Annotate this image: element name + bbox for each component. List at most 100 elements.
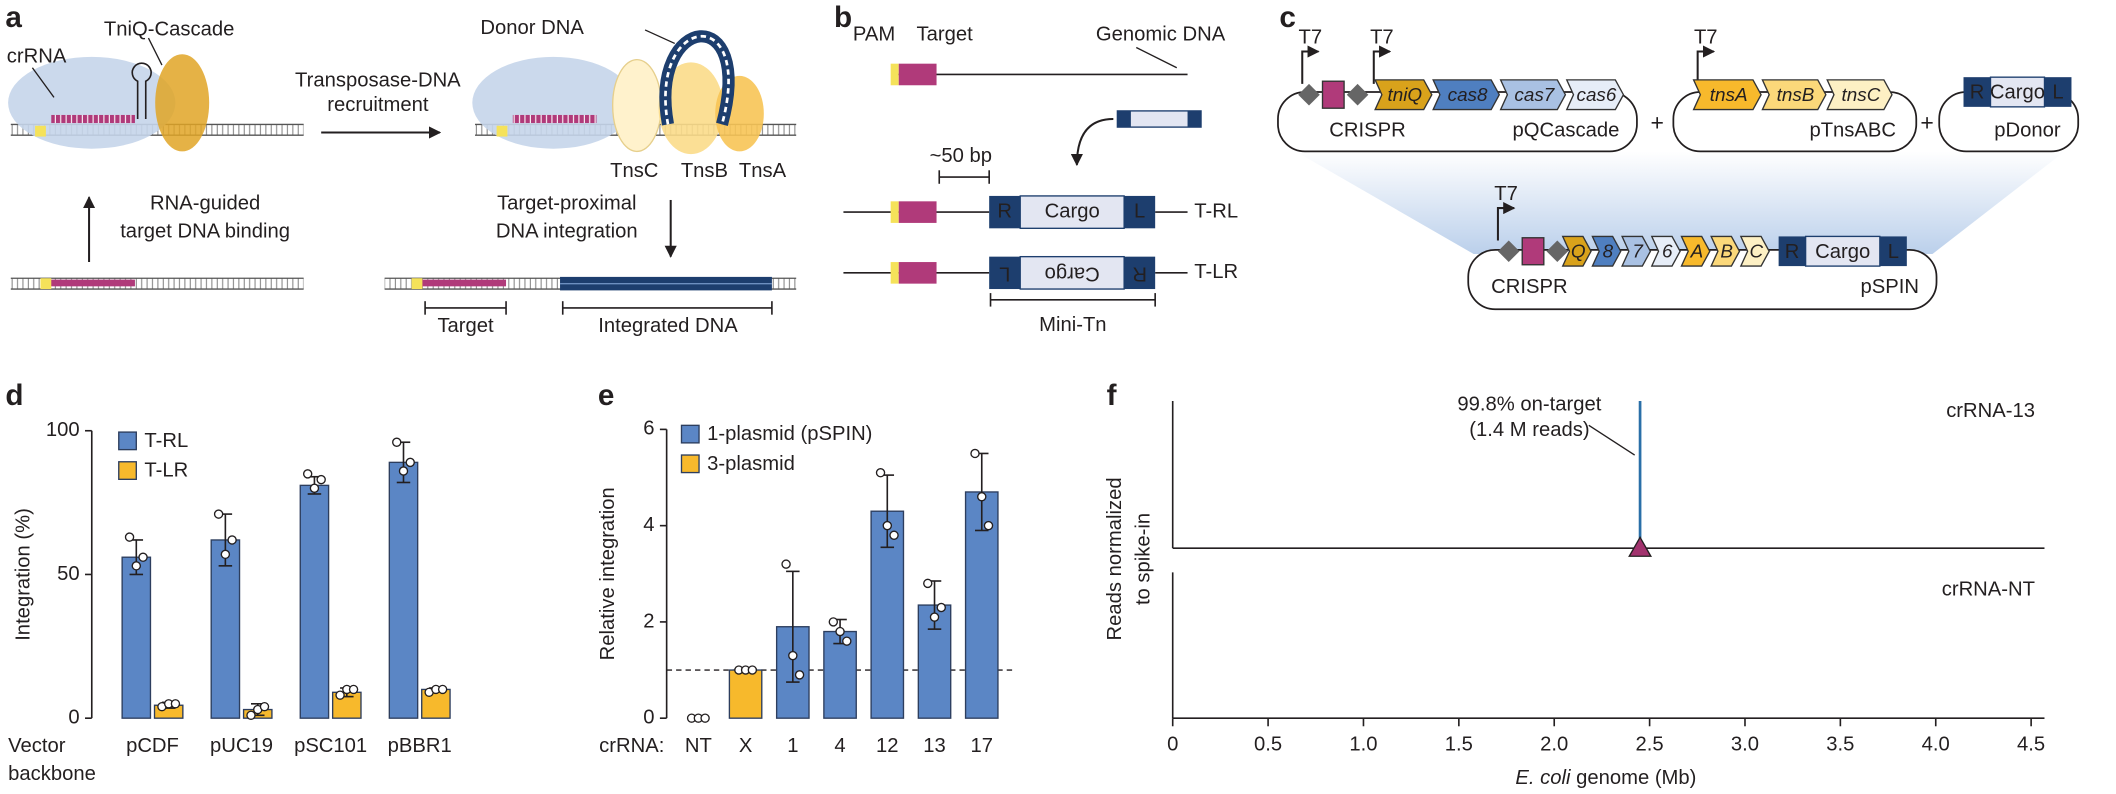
label: Donor DNA (480, 17, 584, 39)
replicate-point (138, 552, 148, 562)
gene-label: tnsC (1842, 85, 1881, 106)
panel-label: f (1107, 379, 1117, 412)
gene (1692, 79, 1762, 111)
label: CRISPR (1491, 276, 1567, 298)
pam (890, 201, 899, 223)
legend-swatch (680, 454, 700, 474)
y-tick-label: 0 (643, 707, 654, 729)
promoter-label: T7 (1494, 183, 1518, 205)
pam (890, 63, 899, 86)
replicate-point (348, 684, 359, 695)
transposon-end (989, 256, 1021, 290)
end-label: L (1888, 241, 1899, 263)
transposon-end (1124, 195, 1156, 229)
transposon-end (2044, 77, 2072, 107)
cargo-label: Cargo (1045, 263, 1100, 285)
crrna-hairpin (131, 62, 152, 120)
label: Target (437, 315, 494, 337)
spacer (1521, 237, 1545, 266)
y-axis-label-line: to spike-in (1133, 513, 1155, 605)
product-label: T-LR (1194, 261, 1238, 283)
y-axis-label: Relative integration (597, 487, 619, 660)
label: Mini-Tn (1039, 314, 1106, 336)
replicate-point (842, 636, 852, 646)
replicate-point (788, 650, 798, 661)
gene (1761, 79, 1827, 111)
label: pTnsABC (1809, 119, 1896, 141)
replicate-point (309, 483, 320, 493)
gene-label: A (1690, 242, 1704, 263)
panel-label: a (5, 1, 22, 34)
annotation: 99.8% on-target (1457, 393, 1601, 415)
replicate-point (405, 457, 415, 468)
x-tick-label: pSC101 (294, 735, 367, 757)
x-tick-label: NT (685, 735, 712, 757)
replicate-point (170, 699, 181, 709)
replicate-point (781, 559, 791, 569)
bar (388, 461, 419, 719)
x-tick-label: 1.5 (1445, 734, 1473, 756)
replicate-point (437, 684, 448, 695)
transposon-end (1124, 256, 1156, 290)
leader (31, 67, 55, 98)
product-label: T-RL (1194, 200, 1238, 222)
pam (35, 125, 46, 137)
label: TnsB (681, 160, 728, 182)
x-tick-label: 4.0 (1922, 734, 1950, 756)
replicate-point (302, 469, 313, 479)
x-tick-label: X (739, 735, 753, 757)
spacer (1321, 80, 1345, 109)
replicate-point (970, 448, 980, 459)
y-tick-label: 4 (643, 514, 654, 536)
cargo-label: Cargo (1990, 82, 2045, 104)
replicate-point (983, 520, 994, 531)
target-site (47, 279, 135, 287)
target-site (898, 63, 937, 86)
leader (1135, 46, 1178, 69)
replicate-point (700, 713, 710, 723)
bar (823, 630, 857, 719)
end-label: L (1134, 200, 1145, 222)
x-axis-label: crRNA: (599, 735, 664, 757)
gene (1710, 235, 1741, 267)
legend-label: 3-plasmid (707, 453, 795, 475)
x-tick-label: 0.5 (1254, 734, 1282, 756)
target-site (898, 262, 937, 284)
x-tick-label: 1.0 (1349, 734, 1377, 756)
y-axis-label: Reads normalized to spike-in (1104, 477, 1154, 640)
x-tick-label: 13 (923, 735, 946, 757)
end-label: R (1132, 263, 1147, 285)
cargo-label: Cargo (1045, 200, 1100, 222)
cargo-label: Cargo (1815, 241, 1870, 263)
bar (299, 484, 330, 719)
legend-label: T-RL (144, 430, 188, 452)
x-tick-label: pBBR1 (388, 735, 452, 757)
x-tick-label: 4 (834, 735, 845, 757)
label: + (1920, 109, 1933, 135)
bar (728, 669, 763, 719)
replicate-point (259, 701, 270, 712)
label: Integrated DNA (598, 315, 738, 337)
gene (1621, 235, 1652, 267)
gene-label: 8 (1603, 242, 1614, 263)
promoter (1301, 45, 1320, 84)
transposon-end (1187, 110, 1202, 128)
label: CRISPR (1329, 119, 1405, 141)
replicate-point (929, 612, 940, 622)
replicate-point (213, 509, 224, 519)
label: RNA-guided (150, 192, 260, 214)
x-tick-label: 3.5 (1826, 734, 1854, 756)
replicate-point (316, 474, 326, 485)
fan (1295, 151, 2065, 254)
end-label: R (997, 200, 1012, 222)
y-tick-label: 0 (68, 707, 79, 729)
label: Transposase-DNA (295, 70, 461, 92)
end-label: L (2052, 82, 2063, 104)
legend-label: T-LR (144, 460, 188, 482)
label: TnsA (739, 160, 787, 182)
promoter-label: T7 (1370, 26, 1394, 48)
x-tick-label: 0 (1167, 734, 1178, 756)
label: TniQ-Cascade (104, 18, 234, 40)
replicate-point (246, 710, 256, 721)
replicate-point (828, 617, 839, 627)
